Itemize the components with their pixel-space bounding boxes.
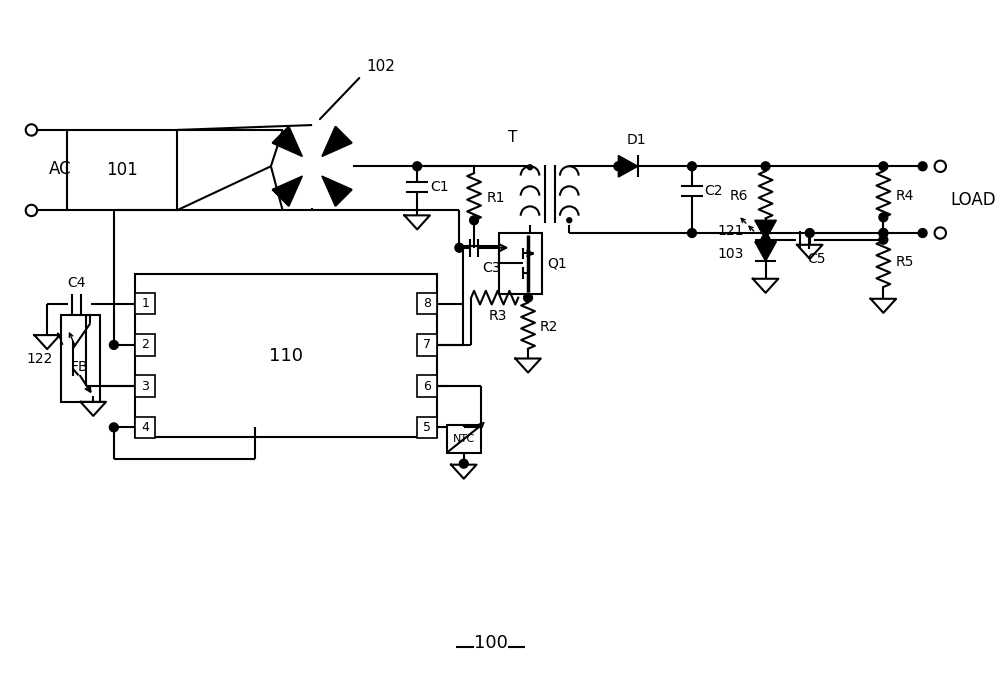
Text: 3: 3 (141, 379, 149, 393)
Circle shape (26, 124, 37, 136)
Text: 100: 100 (474, 634, 508, 652)
Polygon shape (755, 242, 776, 261)
Circle shape (918, 229, 927, 238)
Polygon shape (755, 220, 776, 240)
FancyBboxPatch shape (135, 293, 155, 315)
Circle shape (470, 216, 478, 225)
Text: NTC: NTC (453, 434, 475, 444)
Text: C3: C3 (482, 261, 500, 274)
Circle shape (935, 161, 946, 172)
Circle shape (455, 243, 464, 252)
Text: 1: 1 (141, 297, 149, 310)
Text: 103: 103 (718, 247, 744, 262)
Text: R6: R6 (729, 189, 748, 203)
Text: 121: 121 (717, 224, 744, 238)
Text: R4: R4 (896, 189, 914, 203)
Circle shape (879, 229, 888, 238)
Text: C4: C4 (67, 276, 86, 290)
Text: 6: 6 (423, 379, 431, 393)
Circle shape (918, 162, 927, 171)
Circle shape (567, 218, 572, 223)
Circle shape (528, 165, 532, 170)
Circle shape (879, 235, 888, 244)
Polygon shape (322, 176, 352, 206)
Text: 122: 122 (27, 351, 53, 366)
Text: 102: 102 (366, 59, 395, 74)
Circle shape (413, 162, 422, 171)
FancyBboxPatch shape (67, 130, 177, 210)
Circle shape (879, 229, 888, 238)
Text: C1: C1 (430, 180, 449, 194)
Circle shape (109, 423, 118, 432)
Circle shape (614, 162, 623, 171)
Polygon shape (618, 155, 638, 177)
Text: Q1: Q1 (548, 256, 567, 270)
FancyBboxPatch shape (135, 375, 155, 397)
Text: T: T (508, 129, 517, 144)
Circle shape (805, 229, 814, 238)
Text: LOAD: LOAD (950, 191, 996, 208)
Circle shape (935, 227, 946, 239)
FancyBboxPatch shape (417, 293, 437, 315)
FancyBboxPatch shape (135, 334, 155, 355)
Circle shape (524, 294, 532, 302)
Circle shape (688, 162, 696, 171)
Polygon shape (322, 127, 352, 157)
Polygon shape (272, 127, 302, 157)
Text: R1: R1 (487, 191, 505, 205)
Text: C5: C5 (807, 253, 825, 266)
Circle shape (761, 162, 770, 171)
FancyBboxPatch shape (447, 426, 481, 453)
FancyBboxPatch shape (417, 375, 437, 397)
Text: AC: AC (49, 160, 72, 178)
FancyBboxPatch shape (61, 315, 100, 402)
Text: R2: R2 (540, 320, 558, 334)
Text: FB: FB (71, 360, 88, 375)
FancyBboxPatch shape (499, 233, 542, 294)
Polygon shape (272, 176, 302, 206)
Circle shape (26, 205, 37, 216)
FancyBboxPatch shape (417, 417, 437, 438)
Text: C2: C2 (705, 184, 723, 197)
Circle shape (761, 235, 770, 244)
FancyBboxPatch shape (417, 334, 437, 355)
Text: 110: 110 (269, 347, 303, 365)
Text: 7: 7 (423, 338, 431, 351)
Text: 8: 8 (423, 297, 431, 310)
Circle shape (459, 459, 468, 468)
Text: 5: 5 (423, 421, 431, 434)
Text: 101: 101 (106, 161, 138, 179)
Text: R5: R5 (896, 255, 914, 270)
Text: 4: 4 (141, 421, 149, 434)
FancyBboxPatch shape (135, 417, 155, 438)
Circle shape (879, 213, 888, 222)
Circle shape (879, 162, 888, 171)
FancyBboxPatch shape (135, 274, 437, 437)
Circle shape (109, 340, 118, 349)
Text: D1: D1 (626, 133, 646, 146)
Text: 2: 2 (141, 338, 149, 351)
Text: R3: R3 (489, 309, 507, 323)
Circle shape (688, 229, 696, 238)
